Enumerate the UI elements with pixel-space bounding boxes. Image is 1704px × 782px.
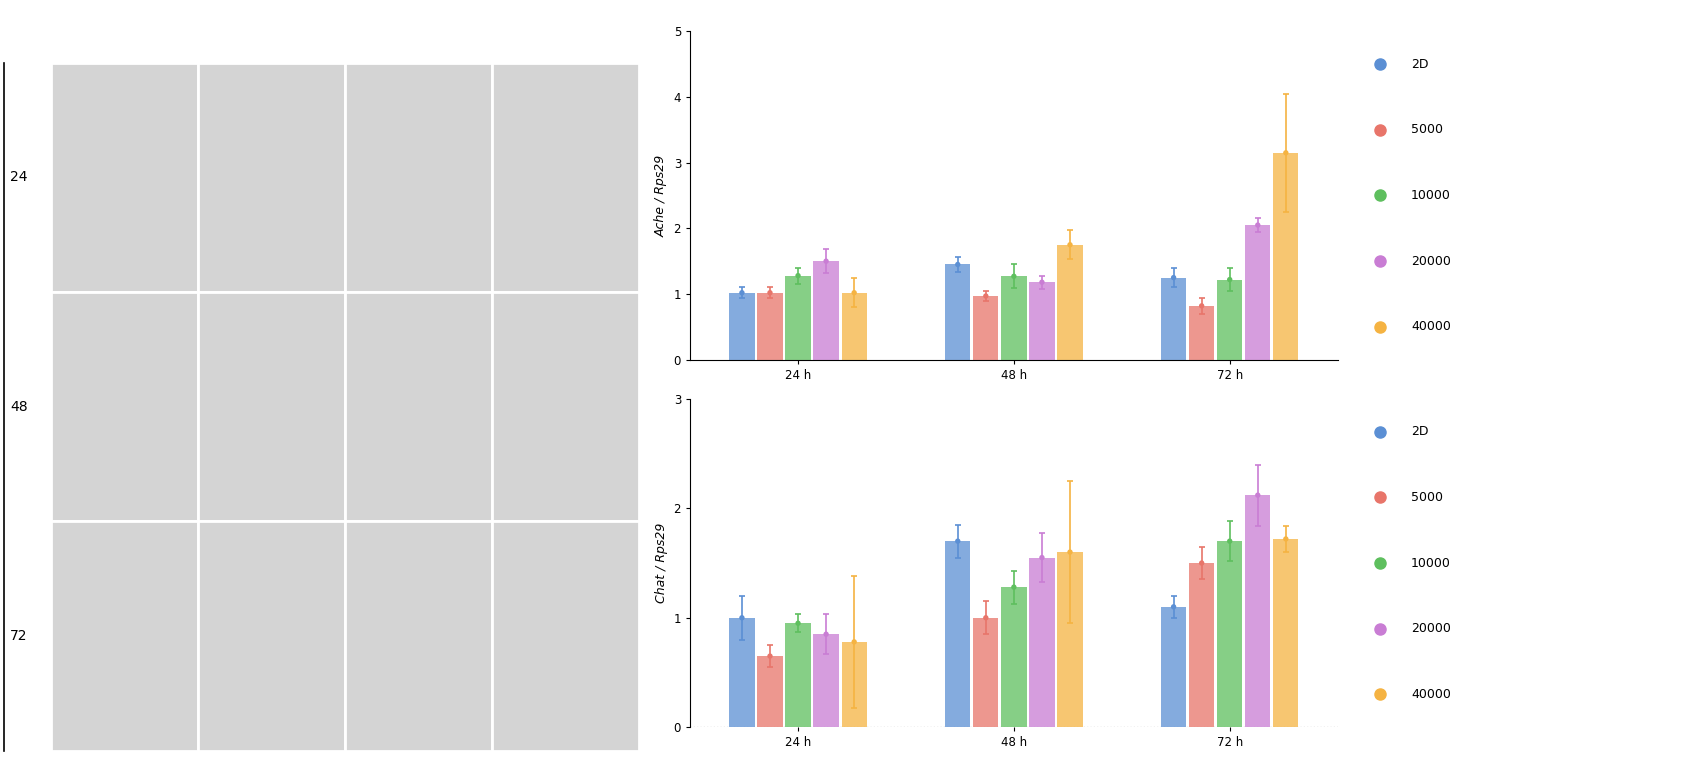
Bar xyxy=(1246,495,1271,727)
Bar xyxy=(1058,245,1082,360)
Text: 10000: 10000 xyxy=(1411,189,1450,202)
Bar xyxy=(1217,280,1242,360)
Point xyxy=(1244,489,1271,501)
Bar xyxy=(1160,607,1186,727)
Point xyxy=(1056,546,1084,558)
Bar xyxy=(757,656,782,727)
Point xyxy=(1188,557,1215,569)
Point xyxy=(1273,533,1300,545)
Text: 72: 72 xyxy=(10,629,27,643)
FancyBboxPatch shape xyxy=(198,522,344,751)
Bar xyxy=(786,623,811,727)
Bar xyxy=(1029,558,1055,727)
Bar xyxy=(786,275,811,360)
Bar xyxy=(973,296,999,360)
Text: 24: 24 xyxy=(10,170,27,185)
Bar xyxy=(1160,278,1186,360)
FancyBboxPatch shape xyxy=(492,522,639,751)
FancyBboxPatch shape xyxy=(344,292,492,522)
Point xyxy=(1188,300,1215,312)
Point xyxy=(944,535,971,547)
Point xyxy=(1217,274,1244,286)
Bar xyxy=(813,634,838,727)
Point xyxy=(1217,535,1244,547)
Text: 40000: 40000 xyxy=(1411,688,1450,701)
Bar xyxy=(842,292,867,360)
Point xyxy=(944,258,971,271)
FancyBboxPatch shape xyxy=(51,292,198,522)
Text: 2D: 2D xyxy=(1411,425,1428,438)
Point xyxy=(1000,581,1028,594)
Point xyxy=(813,628,840,640)
Bar xyxy=(813,261,838,360)
FancyBboxPatch shape xyxy=(344,63,492,292)
Text: 10000: 10000 xyxy=(1411,557,1450,569)
Point xyxy=(757,286,784,299)
Bar xyxy=(946,541,970,727)
Text: 5000: 5000 xyxy=(1411,491,1443,504)
Point xyxy=(813,255,840,267)
FancyBboxPatch shape xyxy=(198,63,344,292)
Bar xyxy=(1002,276,1026,360)
Bar xyxy=(1217,541,1242,727)
Text: 48: 48 xyxy=(10,400,27,414)
Point xyxy=(1056,239,1084,251)
Text: 20000: 20000 xyxy=(1411,255,1450,267)
FancyBboxPatch shape xyxy=(492,63,639,292)
Bar xyxy=(1029,282,1055,360)
FancyBboxPatch shape xyxy=(492,292,639,522)
Text: 2D: 2D xyxy=(1411,58,1428,70)
Bar xyxy=(729,292,755,360)
Bar xyxy=(1189,306,1215,360)
Bar xyxy=(1058,552,1082,727)
Bar xyxy=(946,264,970,360)
Bar xyxy=(1273,152,1298,360)
Text: 20000: 20000 xyxy=(1411,622,1450,635)
Point xyxy=(1160,271,1188,284)
Point xyxy=(1273,146,1300,159)
Point xyxy=(1160,601,1188,613)
FancyBboxPatch shape xyxy=(51,63,198,292)
Point xyxy=(728,286,755,299)
Point xyxy=(728,612,755,624)
Text: 5000: 5000 xyxy=(1411,124,1443,136)
Text: 40000: 40000 xyxy=(1411,321,1450,333)
Point xyxy=(1244,219,1271,231)
Point xyxy=(784,269,811,282)
Point xyxy=(1028,276,1055,289)
Bar xyxy=(757,292,782,360)
Point xyxy=(973,612,1000,624)
Y-axis label: Ache / Rps29: Ache / Rps29 xyxy=(654,154,668,237)
Point xyxy=(840,636,867,648)
Y-axis label: Chat / Rps29: Chat / Rps29 xyxy=(654,523,668,603)
FancyBboxPatch shape xyxy=(198,292,344,522)
Bar xyxy=(1246,225,1271,360)
FancyBboxPatch shape xyxy=(344,522,492,751)
Bar xyxy=(973,618,999,727)
Bar xyxy=(1002,587,1026,727)
Bar xyxy=(1189,563,1215,727)
Bar xyxy=(1273,539,1298,727)
Point xyxy=(1000,270,1028,282)
Point xyxy=(757,650,784,662)
Bar xyxy=(729,618,755,727)
Point xyxy=(784,617,811,630)
FancyBboxPatch shape xyxy=(51,522,198,751)
Bar xyxy=(842,642,867,727)
Point xyxy=(1028,551,1055,564)
Point xyxy=(973,290,1000,303)
Point xyxy=(840,286,867,299)
